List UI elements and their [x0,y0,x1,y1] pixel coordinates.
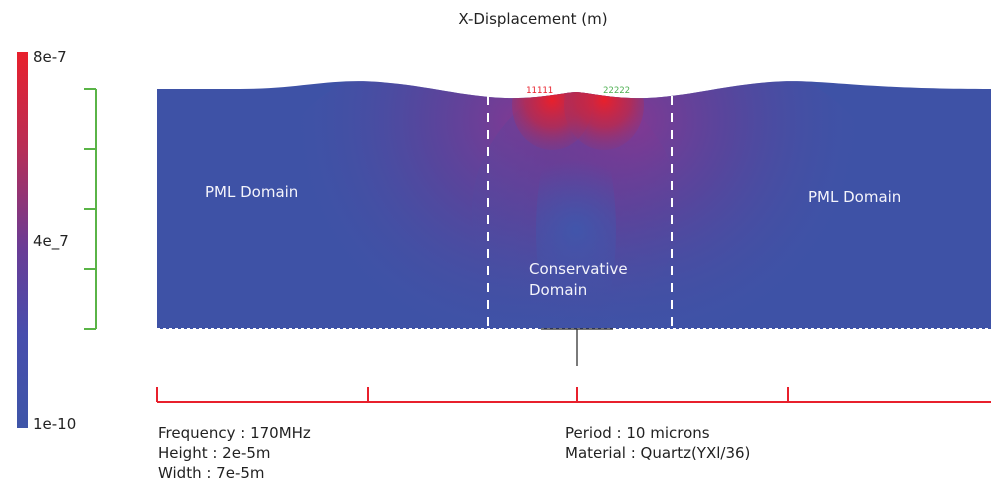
height-text: Height : 2e-5m [158,444,271,462]
info-right: Period : 10 microns Material : Quartz(YX… [565,423,750,463]
conservative-label-line1: Conservative [529,260,628,278]
source-marker [541,328,613,366]
material-text: Material : Quartz(YXl/36) [565,444,751,462]
info-left: Frequency : 170MHz Height : 2e-5m Width … [158,423,311,483]
colorbar-min-label: 1e-10 [33,415,77,433]
conservative-label-line2: Domain [529,281,588,299]
pml-left-label: PML Domain [205,183,299,201]
probe-left-label: 11111 [526,86,554,96]
period-text: Period : 10 microns [565,424,710,442]
horizontal-scale [156,387,991,403]
colorbar-max-label: 8e-7 [33,48,67,66]
vertical-scale [84,88,97,330]
frequency-text: Frequency : 170MHz [158,424,311,442]
colorbar-mid-label: 4e_7 [33,232,69,250]
colorbar [17,52,28,428]
plot-title: X-Displacement (m) [458,10,608,28]
width-text: Width : 7e-5m [158,464,265,482]
displacement-field [157,81,991,329]
pml-right-label: PML Domain [808,188,902,206]
probe-right-label: 22222 [603,86,631,96]
